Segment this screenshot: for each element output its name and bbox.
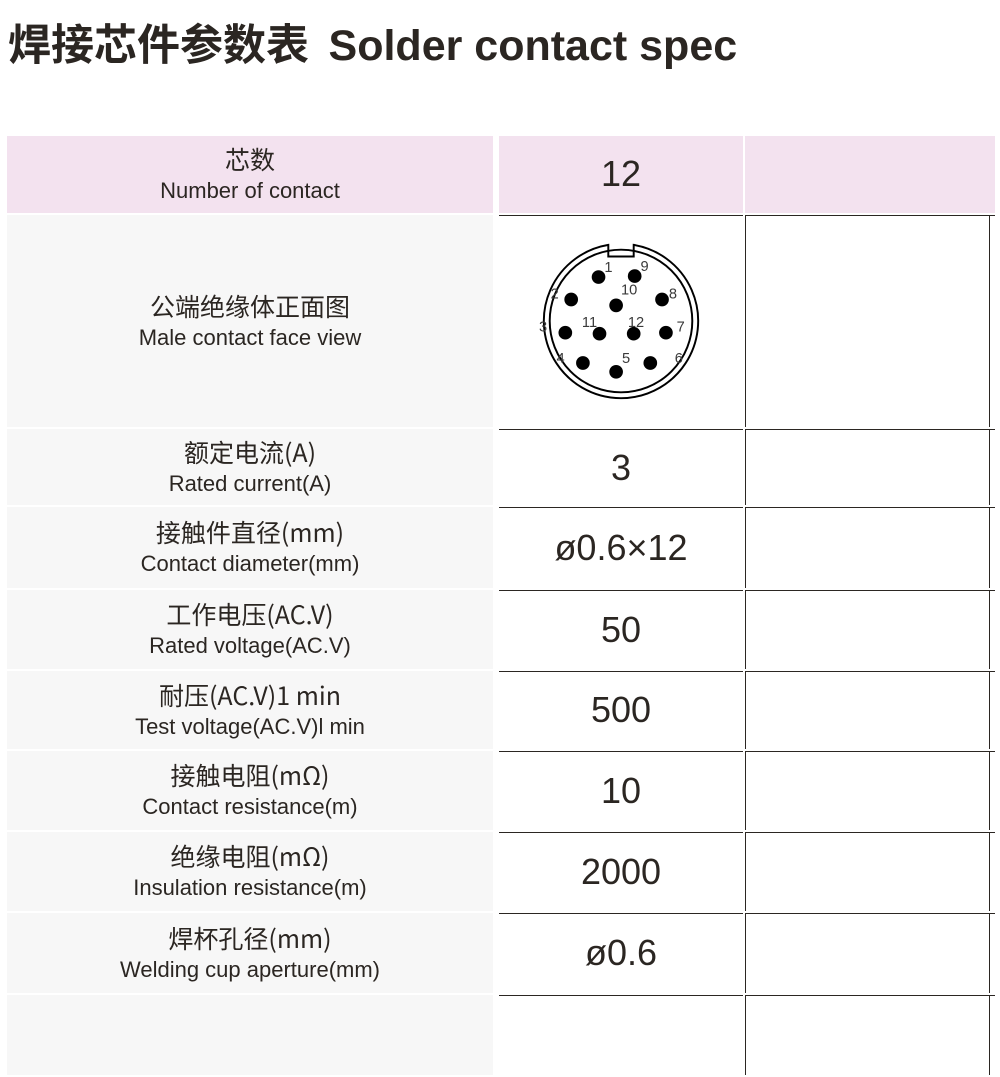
svg-text:2: 2 xyxy=(551,287,559,303)
svg-text:7: 7 xyxy=(677,320,685,336)
svg-text:11: 11 xyxy=(582,315,597,331)
svg-text:1: 1 xyxy=(604,260,612,276)
svg-text:12: 12 xyxy=(628,315,644,331)
svg-text:5: 5 xyxy=(622,351,630,367)
svg-text:6: 6 xyxy=(675,351,683,367)
svg-text:9: 9 xyxy=(641,259,649,275)
svg-text:10: 10 xyxy=(621,283,637,299)
svg-text:8: 8 xyxy=(669,287,677,303)
svg-text:4: 4 xyxy=(557,351,565,367)
svg-text:3: 3 xyxy=(539,320,547,336)
